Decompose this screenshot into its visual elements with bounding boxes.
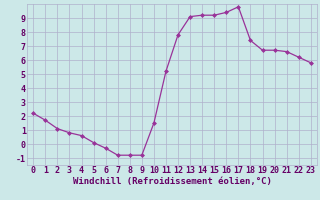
X-axis label: Windchill (Refroidissement éolien,°C): Windchill (Refroidissement éolien,°C)	[73, 177, 271, 186]
